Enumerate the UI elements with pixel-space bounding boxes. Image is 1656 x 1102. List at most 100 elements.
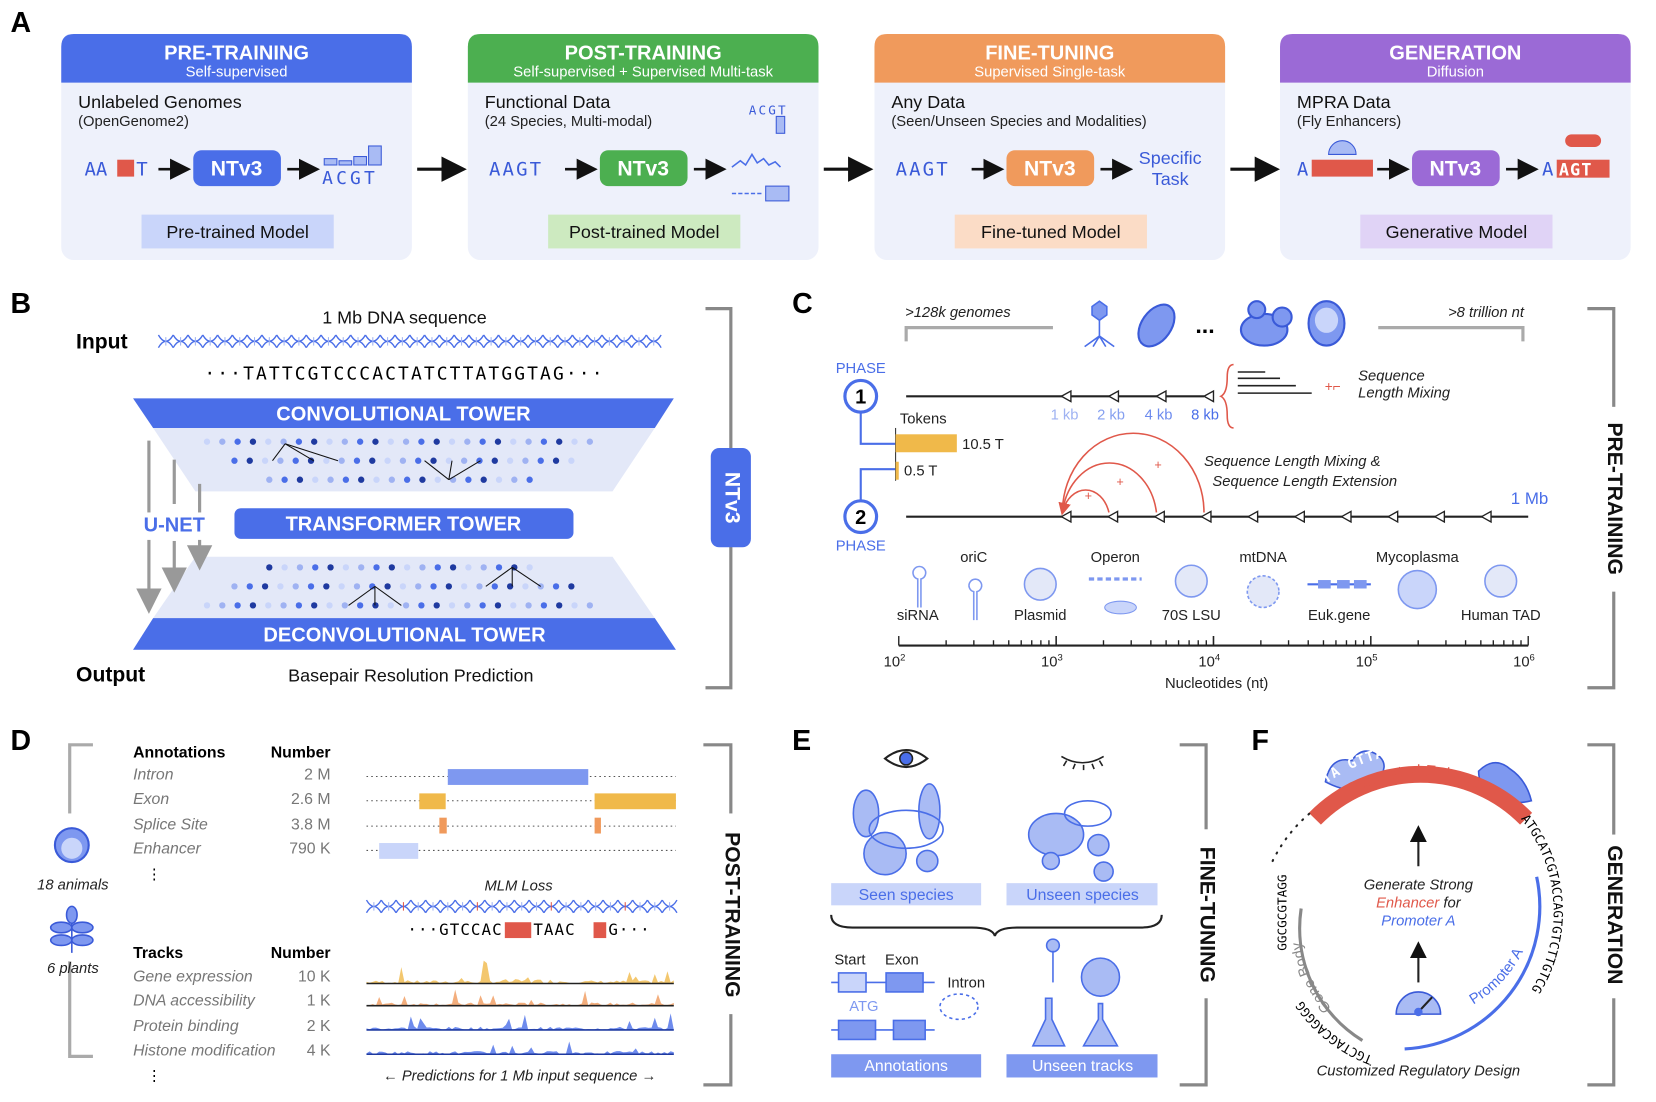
token-dot (296, 564, 304, 571)
panel-e: E Seen species Unseen species Start Exon… (792, 725, 1219, 1087)
length-marker (1433, 510, 1446, 524)
transformer-tower-label: TRANSFORMER TOWER (286, 513, 522, 535)
token-dot (265, 438, 272, 445)
token-dot (525, 602, 532, 609)
generated-enhancer-arc (1308, 765, 1533, 825)
ntv3-model-badge (1412, 150, 1500, 187)
track-signal-icon (731, 152, 782, 168)
attention-line (374, 585, 402, 606)
result-label: Generative Model (1386, 222, 1528, 242)
token-dot (312, 476, 319, 483)
token-dot (460, 583, 468, 590)
token-dot (280, 602, 287, 609)
token-dot (537, 583, 544, 590)
stage-card-background (1280, 34, 1631, 261)
masked-token (117, 159, 135, 177)
token-dot (384, 583, 391, 590)
annotation-name: Splice Site (133, 816, 208, 833)
probability-bar (353, 156, 368, 166)
result-label: Pre-trained Model (166, 222, 309, 242)
attention-line (348, 585, 376, 606)
token-dot (261, 457, 269, 464)
token-dot (403, 564, 411, 571)
length-marker (1155, 389, 1167, 403)
intron-bar (447, 769, 589, 785)
70s-lsu-icon (1174, 564, 1208, 598)
gauge-icon (1395, 991, 1442, 1017)
token-dot (326, 438, 333, 445)
annotation-count: 2 M (304, 767, 330, 784)
exon-bar (594, 793, 676, 810)
output-sequence: A (1542, 159, 1554, 181)
length-marker (1153, 510, 1165, 524)
token-dot (415, 583, 422, 590)
input-sequence: A (1297, 159, 1309, 181)
axis-tick-label: 102 (884, 652, 906, 670)
token-dot (231, 583, 238, 590)
transformer-tower (234, 508, 574, 539)
stage-subtitle: Supervised Single-task (974, 64, 1126, 80)
model-label: NTv3 (1430, 158, 1482, 181)
token-dot (495, 564, 503, 571)
unseen-tracks-tag (1006, 1054, 1158, 1078)
mixing-lines-icon (1237, 371, 1312, 394)
token-dot (327, 564, 334, 571)
splice-site-bar (439, 817, 447, 834)
phase-1-number: 1 (855, 387, 866, 409)
token-dot (419, 476, 426, 483)
length-label: 8 kb (1191, 408, 1219, 424)
token-dot (307, 457, 315, 464)
panel-label: E (792, 725, 811, 757)
token-dot (277, 457, 284, 464)
token-dot (522, 457, 529, 464)
length-marker (1059, 510, 1072, 524)
token-dot (433, 438, 440, 445)
token-dot (338, 457, 345, 464)
annotations-tag (831, 1054, 982, 1078)
token-dot (296, 476, 304, 483)
token-dot (430, 457, 437, 464)
dna-helix-icon (365, 899, 678, 914)
output-description: Basepair Resolution Prediction (288, 665, 533, 685)
token-dot (342, 476, 350, 483)
stage-subtitle: Self-supervised (186, 64, 288, 80)
result-tag (954, 214, 1147, 249)
track-signal (366, 1013, 674, 1030)
track-count: 2 K (307, 1018, 331, 1035)
track-count: 10 K (298, 968, 331, 985)
result-label: Fine-tuned Model (981, 222, 1121, 242)
unseen-species-tag (1006, 883, 1158, 906)
tick-exponent: 3 (1057, 652, 1062, 663)
token-dot (403, 476, 411, 483)
unseen-tracks-label: Unseen tracks (1032, 1058, 1133, 1075)
result-tag (548, 214, 741, 249)
sirna-icon (912, 565, 927, 608)
token-dot (281, 564, 288, 571)
plants-count: 6 plants (47, 961, 99, 977)
token-dot (373, 564, 380, 571)
data-source: Unlabeled Genomes (78, 92, 242, 112)
annotation-name: Intron (133, 767, 174, 784)
token-dot (219, 602, 226, 609)
ntv3-label: NTv3 (720, 472, 743, 524)
token-dot (430, 583, 437, 590)
attention-line (448, 460, 453, 480)
token-dot (479, 438, 486, 445)
plasmid-icon (1023, 567, 1057, 601)
generated-region (1556, 159, 1610, 178)
token-dot (292, 457, 299, 464)
tick-exponent: 2 (900, 652, 905, 663)
token-dot (261, 583, 269, 590)
lab-flasks-illustration (1031, 938, 1121, 1047)
section-label: POST-TRAINING (720, 832, 743, 997)
panel-label: C (792, 288, 813, 320)
sequence-part: TAAC (533, 920, 575, 939)
unseen-species-label: Unseen species (1026, 887, 1139, 904)
token-dot (373, 476, 380, 483)
token-dot (510, 602, 517, 609)
stage-header (1280, 34, 1631, 83)
example-label: 70S LSU (1162, 608, 1221, 624)
stage-title: POST-TRAINING (565, 42, 722, 64)
token-dot (586, 438, 594, 445)
model-label: NTv3 (1024, 158, 1076, 181)
